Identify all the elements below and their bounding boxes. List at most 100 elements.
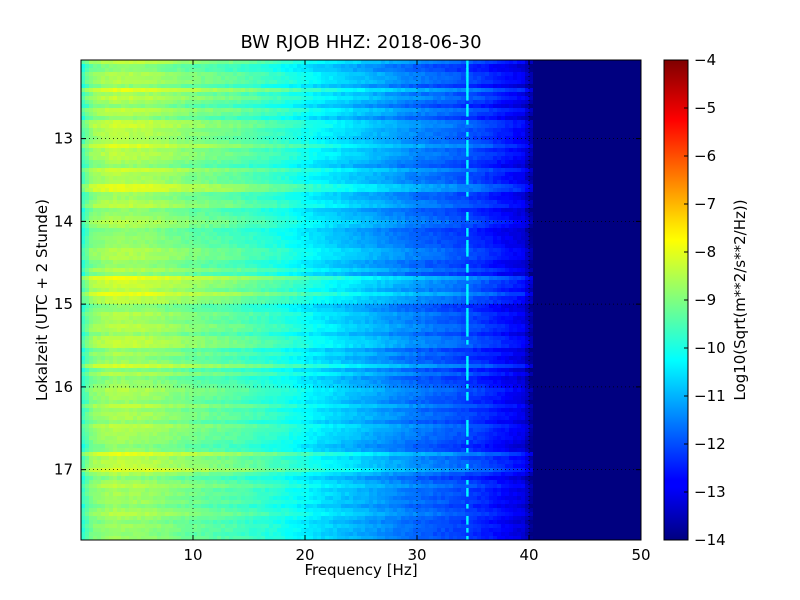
heatmap-cell — [297, 148, 302, 153]
heatmap-cell — [197, 128, 202, 133]
heatmap-cell — [433, 148, 438, 153]
heatmap-cell — [253, 124, 258, 129]
heatmap-cell — [557, 144, 562, 149]
heatmap-cell — [177, 168, 182, 173]
heatmap-cell — [121, 112, 126, 117]
heatmap-cell — [453, 136, 458, 141]
heatmap-cell — [393, 96, 398, 101]
heatmap-cell — [481, 92, 486, 97]
heatmap-cell — [333, 120, 338, 125]
heatmap-cell — [285, 72, 290, 77]
heatmap-cell — [345, 136, 350, 141]
heatmap-cell — [509, 164, 514, 169]
heatmap-cell — [337, 116, 342, 121]
heatmap-cell — [473, 172, 478, 177]
heatmap-cell — [417, 104, 422, 109]
heatmap-cell — [377, 100, 382, 105]
heatmap-cell — [177, 132, 182, 137]
heatmap-cell — [565, 152, 570, 157]
heatmap-cell — [429, 152, 434, 157]
heatmap-cell — [377, 176, 382, 181]
heatmap-cell — [433, 144, 438, 149]
heatmap-cell — [581, 72, 586, 77]
heatmap-cell — [589, 68, 594, 73]
heatmap-cell — [173, 92, 178, 97]
heatmap-cell — [537, 64, 542, 69]
heatmap-cell — [145, 196, 150, 201]
heatmap-cell — [429, 144, 434, 149]
heatmap-cell — [177, 72, 182, 77]
heatmap-cell — [193, 168, 198, 173]
heatmap-cell — [249, 68, 254, 73]
heatmap-cell — [97, 188, 102, 193]
heatmap-cell — [497, 180, 502, 185]
heatmap-cell — [309, 152, 314, 157]
heatmap-cell — [105, 200, 110, 205]
heatmap-cell — [277, 200, 282, 205]
heatmap-cell — [481, 188, 486, 193]
heatmap-cell — [273, 176, 278, 181]
heatmap-cell — [237, 96, 242, 101]
heatmap-cell — [209, 180, 214, 185]
heatmap-cell — [373, 156, 378, 161]
heatmap-cell — [365, 64, 370, 69]
heatmap-cell — [517, 180, 522, 185]
heatmap-cell — [397, 152, 402, 157]
heatmap-cell — [473, 68, 478, 73]
heatmap-cell — [549, 148, 554, 153]
heatmap-cell — [101, 144, 106, 149]
heatmap-cell — [269, 172, 274, 177]
heatmap-cell — [193, 128, 198, 133]
heatmap-cell — [161, 88, 166, 93]
heatmap-cell — [249, 124, 254, 129]
heatmap-cell — [597, 92, 602, 97]
heatmap-cell — [377, 96, 382, 101]
heatmap-cell — [149, 96, 154, 101]
heatmap-cell — [481, 76, 486, 81]
heatmap-cell — [345, 124, 350, 129]
heatmap-cell — [405, 116, 410, 121]
heatmap-cell — [489, 180, 494, 185]
heatmap-cell — [473, 156, 478, 161]
heatmap-cell — [149, 120, 154, 125]
heatmap-cell — [489, 104, 494, 109]
heatmap-cell — [573, 84, 578, 89]
heatmap-cell — [281, 128, 286, 133]
heatmap-cell — [321, 200, 326, 205]
heatmap-cell — [89, 72, 94, 77]
heatmap-cell — [617, 196, 622, 201]
heatmap-cell — [445, 116, 450, 121]
heatmap-cell — [525, 148, 530, 153]
heatmap-cell — [537, 104, 542, 109]
heatmap-cell — [481, 100, 486, 105]
heatmap-cell — [397, 136, 402, 141]
heatmap-cell — [545, 136, 550, 141]
heatmap-cell — [533, 112, 538, 117]
heatmap-cell — [285, 164, 290, 169]
heatmap-cell — [313, 184, 318, 189]
heatmap-cell — [549, 68, 554, 73]
heatmap-cell — [101, 164, 106, 169]
heatmap-cell — [381, 192, 386, 197]
heatmap-cell — [157, 100, 162, 105]
heatmap-cell — [521, 176, 526, 181]
heatmap-cell — [301, 120, 306, 125]
heatmap-cell — [277, 72, 282, 77]
heatmap-cell — [305, 64, 310, 69]
heatmap-cell — [169, 180, 174, 185]
heatmap-cell — [633, 96, 638, 101]
heatmap-cell — [109, 184, 114, 189]
heatmap-cell — [221, 68, 226, 73]
heatmap-cell — [281, 92, 286, 97]
heatmap-cell — [317, 96, 322, 101]
heatmap-cell — [449, 148, 454, 153]
heatmap-cell — [485, 96, 490, 101]
heatmap-cell — [581, 152, 586, 157]
heatmap-cell — [193, 200, 198, 205]
heatmap-cell — [573, 180, 578, 185]
heatmap-cell — [585, 136, 590, 141]
heatmap-cell — [341, 140, 346, 145]
heatmap-cell — [577, 60, 582, 65]
heatmap-cell — [193, 156, 198, 161]
